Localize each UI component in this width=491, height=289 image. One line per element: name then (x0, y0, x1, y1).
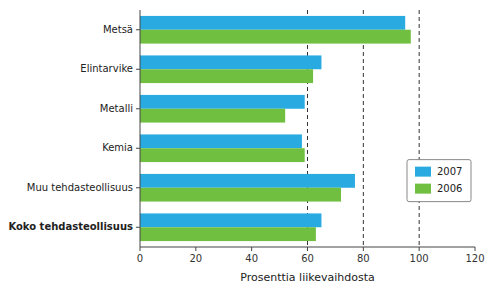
bar (140, 16, 405, 30)
y-tick-label: Elintarvike (80, 63, 133, 74)
y-tick-label: Muu tehdasteollisuus (27, 182, 133, 193)
x-tick-label: 120 (465, 253, 484, 264)
y-tick (136, 29, 140, 30)
y-tick (136, 69, 140, 70)
legend: 2007 2006 (407, 160, 471, 202)
bar (140, 30, 411, 44)
y-tick-label: Koko tehdasteollisuus (8, 221, 133, 232)
axes: 0 20 40 60 80 100 120 Metsä Elintarvike Metalli Ke… (8, 10, 484, 264)
y-tick (136, 227, 140, 228)
legend-label: 2006 (437, 183, 462, 194)
x-tick-label: 40 (245, 253, 258, 264)
x-tick (363, 247, 364, 251)
bar (140, 188, 341, 202)
x-tick-label: 60 (301, 253, 314, 264)
y-tick (136, 108, 140, 109)
bar (140, 95, 305, 109)
x-tick (475, 247, 476, 251)
bar (140, 55, 321, 69)
x-tick (251, 247, 252, 251)
chart-svg: 0 20 40 60 80 100 120 Metsä Elintarvike Metalli Ke… (0, 0, 491, 289)
x-tick-label: 100 (410, 253, 429, 264)
chart-container: 0 20 40 60 80 100 120 Metsä Elintarvike Metalli Ke… (0, 0, 491, 289)
x-tick-label: 20 (189, 253, 202, 264)
x-tick (419, 247, 420, 251)
y-tick-label: Metsä (103, 24, 133, 35)
x-tick (195, 247, 196, 251)
legend-label: 2007 (437, 166, 462, 177)
reference-line (307, 10, 308, 247)
x-tick (140, 247, 141, 251)
x-axis-label: Prosenttia liikevaihdosta (240, 271, 375, 284)
bar (140, 109, 285, 123)
legend-swatch (415, 184, 431, 194)
reference-line (363, 10, 364, 247)
bar (140, 69, 313, 83)
legend-swatch (415, 167, 431, 177)
y-tick (136, 148, 140, 149)
bar (140, 213, 321, 227)
reference-line (419, 10, 420, 247)
y-tick-label: Kemia (102, 142, 133, 153)
reference-lines (308, 10, 420, 247)
x-tick (307, 247, 308, 251)
bar (140, 174, 355, 188)
y-tick-label: Metalli (100, 103, 133, 114)
bar (140, 134, 302, 148)
bar (140, 227, 316, 241)
x-tick-label: 80 (357, 253, 370, 264)
y-axis-line (140, 10, 141, 247)
legend-box (407, 160, 471, 202)
bars (140, 16, 411, 241)
x-tick-label: 0 (137, 253, 143, 264)
y-tick (136, 187, 140, 188)
bar (140, 148, 305, 162)
